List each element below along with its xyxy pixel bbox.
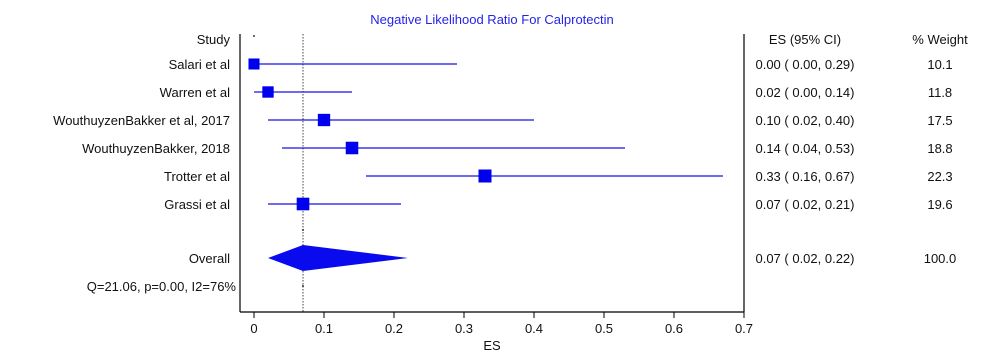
x-tick-label: 0.1 bbox=[315, 321, 333, 336]
chart-marks: Salari et al 0.00 ( 0.00, 0.29) 10.1 Warren… bbox=[53, 34, 956, 336]
study-label: Salari et al bbox=[169, 57, 231, 72]
overall-diamond bbox=[268, 245, 408, 271]
weight-value: 17.5 bbox=[927, 113, 952, 128]
es-value: 0.33 ( 0.16, 0.67) bbox=[755, 169, 854, 184]
study-marker bbox=[317, 113, 331, 127]
es-value: 0.02 ( 0.00, 0.14) bbox=[755, 85, 854, 100]
study-marker bbox=[296, 197, 310, 211]
study-label: Grassi et al bbox=[164, 197, 230, 212]
study-marker bbox=[248, 58, 260, 70]
weight-value: 22.3 bbox=[927, 169, 952, 184]
x-tick-label: 0.6 bbox=[665, 321, 683, 336]
study-marker bbox=[345, 141, 359, 155]
overall-es-value: 0.07 ( 0.02, 0.22) bbox=[755, 251, 854, 266]
study-marker bbox=[262, 86, 274, 98]
blank-row-dot bbox=[302, 229, 304, 231]
es-value: 0.07 ( 0.02, 0.21) bbox=[755, 197, 854, 212]
es-value: 0.00 ( 0.00, 0.29) bbox=[755, 57, 854, 72]
study-label: WouthuyzenBakker, 2018 bbox=[82, 141, 230, 156]
weight-column-header: % Weight bbox=[912, 32, 968, 47]
x-axis-label: ES bbox=[483, 338, 501, 353]
study-column-header: Study bbox=[197, 32, 231, 47]
es-value: 0.10 ( 0.02, 0.40) bbox=[755, 113, 854, 128]
x-tick-label: 0.5 bbox=[595, 321, 613, 336]
study-label: Warren et al bbox=[160, 85, 230, 100]
overall-weight-value: 100.0 bbox=[924, 251, 957, 266]
x-tick-label: 0 bbox=[250, 321, 257, 336]
x-tick-label: 0.7 bbox=[735, 321, 753, 336]
es-column-header: ES (95% CI) bbox=[769, 32, 841, 47]
weight-value: 11.8 bbox=[928, 85, 952, 100]
heterogeneity-stats: Q=21.06, p=0.00, I2=76% bbox=[87, 279, 237, 294]
weight-value: 19.6 bbox=[927, 197, 952, 212]
es-value: 0.14 ( 0.04, 0.53) bbox=[755, 141, 854, 156]
x-tick-label: 0.4 bbox=[525, 321, 543, 336]
weight-value: 10.1 bbox=[927, 57, 952, 72]
weight-value: 18.8 bbox=[927, 141, 952, 156]
header-dot bbox=[253, 35, 255, 37]
overall-label: Overall bbox=[189, 251, 230, 266]
study-label: WouthuyzenBakker et al, 2017 bbox=[53, 113, 230, 128]
study-label: Trotter et al bbox=[164, 169, 230, 184]
study-marker bbox=[478, 169, 492, 183]
x-tick-label: 0.3 bbox=[455, 321, 473, 336]
x-tick-label: 0.2 bbox=[385, 321, 403, 336]
heterogeneity-row-dot bbox=[302, 285, 304, 287]
chart-title: Negative Likelihood Ratio For Calprotect… bbox=[370, 12, 614, 27]
